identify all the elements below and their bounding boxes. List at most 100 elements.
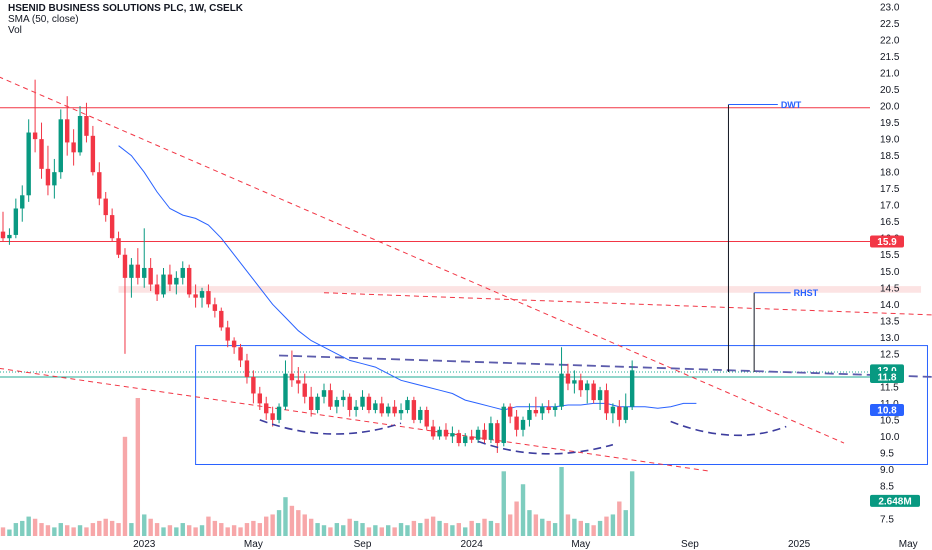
volume-bar [610,514,616,536]
candle-body [321,390,327,397]
price-tag-text: 15.9 [877,237,897,248]
candle [84,102,89,143]
candle [65,96,70,156]
candle-body [597,390,603,401]
candle [450,426,455,444]
volume-bar [398,523,404,536]
volume-bar [456,523,462,536]
candle-body [315,396,320,410]
candle [58,109,63,179]
candle [392,400,397,417]
candle-body [514,416,519,430]
price-tag-text: 2.648M [878,496,911,507]
price-tag: 10.8 [870,403,904,417]
candle-body [379,403,384,414]
volume-bar [520,484,526,536]
candle [629,360,635,410]
x-tick-label: May [899,539,918,550]
candle-body [244,360,250,377]
candle [52,158,57,199]
sma-line [118,145,697,411]
y-axis[interactable]: 23.0 22.5 22.0 21.5 21.0 20.5 20.0 19.5 19.0 18.5… [880,3,900,526]
volume-bar [257,523,262,536]
candle-body [456,433,462,444]
candle-body [13,208,19,235]
candle-body [411,400,417,420]
y-tick-label: 10.5 [880,415,900,426]
candle-body [463,436,468,444]
candle-body [283,373,288,407]
candle-body [386,406,391,414]
volume-bar [546,520,551,536]
candle [347,393,352,417]
volume-bar [264,516,269,536]
candle [186,264,192,298]
volume-bar [32,518,38,536]
candle-body [347,396,352,410]
x-tick-label: 2025 [788,539,811,550]
y-tick-label: 9.0 [880,465,894,476]
volume-bar [122,436,128,536]
candle-body [39,139,44,169]
candle [180,261,185,285]
volume-bar [501,471,506,536]
candle [610,403,616,424]
candle [193,284,198,308]
candle [373,400,378,414]
volume-bar [20,520,25,536]
y-tick-label: 8.5 [880,481,894,492]
candle [7,228,12,245]
candle [475,426,481,444]
candle [405,396,410,414]
candle-body [328,390,333,407]
candle-body [90,135,96,173]
volume-bar [591,525,596,536]
volume-bar [418,523,423,536]
volume-bar [154,523,160,536]
price-tag-bg [870,494,920,507]
candles-layer [0,79,635,453]
volume-bar [0,527,6,536]
x-tick-label: Sep [681,539,699,550]
candle-body [565,373,571,384]
candle [257,386,262,410]
candle-body [495,423,500,444]
candle [540,403,545,420]
candle-body [533,409,539,414]
candle-body [7,234,12,239]
volume-bar [167,525,173,536]
volume-layer [0,398,635,536]
volume-bar [225,527,230,536]
candle [507,403,513,424]
candle-body [591,383,596,401]
candle [26,119,31,202]
volume-bar [135,398,141,536]
candle-body [161,274,166,295]
candle-body [77,116,83,153]
volume-bar [617,501,622,536]
candle [443,423,449,440]
trendline-3 [279,354,932,378]
volume-bar [180,523,185,536]
price-tag: 2.648M [870,494,920,507]
y-tick-label: 10.0 [880,432,900,443]
candle [206,284,211,308]
candle-body [610,406,616,414]
candle-body [578,380,583,391]
candle [0,211,6,242]
legend-title: HSENID BUSINESS SOLUTIONS PLC, 1W, CSELK [8,3,244,14]
candle-body [0,231,6,239]
y-tick-label: 22.5 [880,19,900,30]
candle [20,185,25,222]
y-tick-label: 18.0 [880,168,900,179]
volume-bar [84,527,89,536]
candle [617,400,622,427]
candle [161,267,166,298]
candle-body [308,396,314,410]
candle [77,106,83,156]
volume-bar [315,523,320,536]
x-axis[interactable]: 2023 May Sep 2024 May Sep 2025 May [133,539,918,550]
y-tick-label: 21.0 [880,69,900,80]
candle [463,433,468,447]
